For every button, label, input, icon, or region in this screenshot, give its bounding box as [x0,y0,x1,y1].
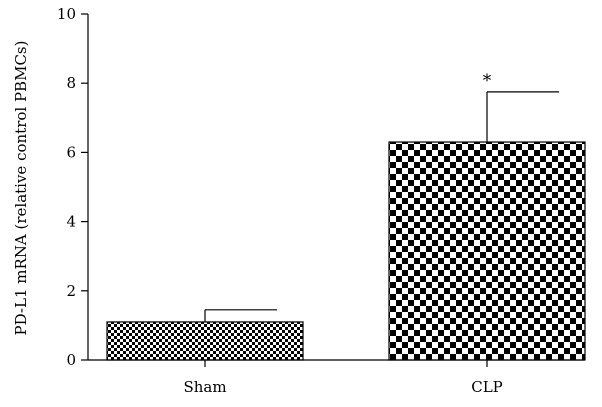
y-tick-label: 2 [66,282,76,300]
y-axis: 0 2 4 6 8 10 [57,5,89,369]
y-axis-label: PD-L1 mRNA (relative control PBMCs) [12,41,30,336]
x-tick-label-clp: CLP [471,378,503,396]
y-tick-label: 10 [57,5,76,23]
y-tick-label: 8 [66,74,76,92]
bar-sham [106,321,304,361]
y-tick-label: 4 [66,213,76,231]
bar-clp [388,141,586,361]
y-tick-label: 0 [66,351,76,369]
bars: * [106,71,586,361]
y-tick-label: 6 [66,143,76,161]
x-tick-label-sham: Sham [183,378,226,396]
significance-marker: * [483,71,492,91]
x-axis: Sham CLP [88,359,584,396]
